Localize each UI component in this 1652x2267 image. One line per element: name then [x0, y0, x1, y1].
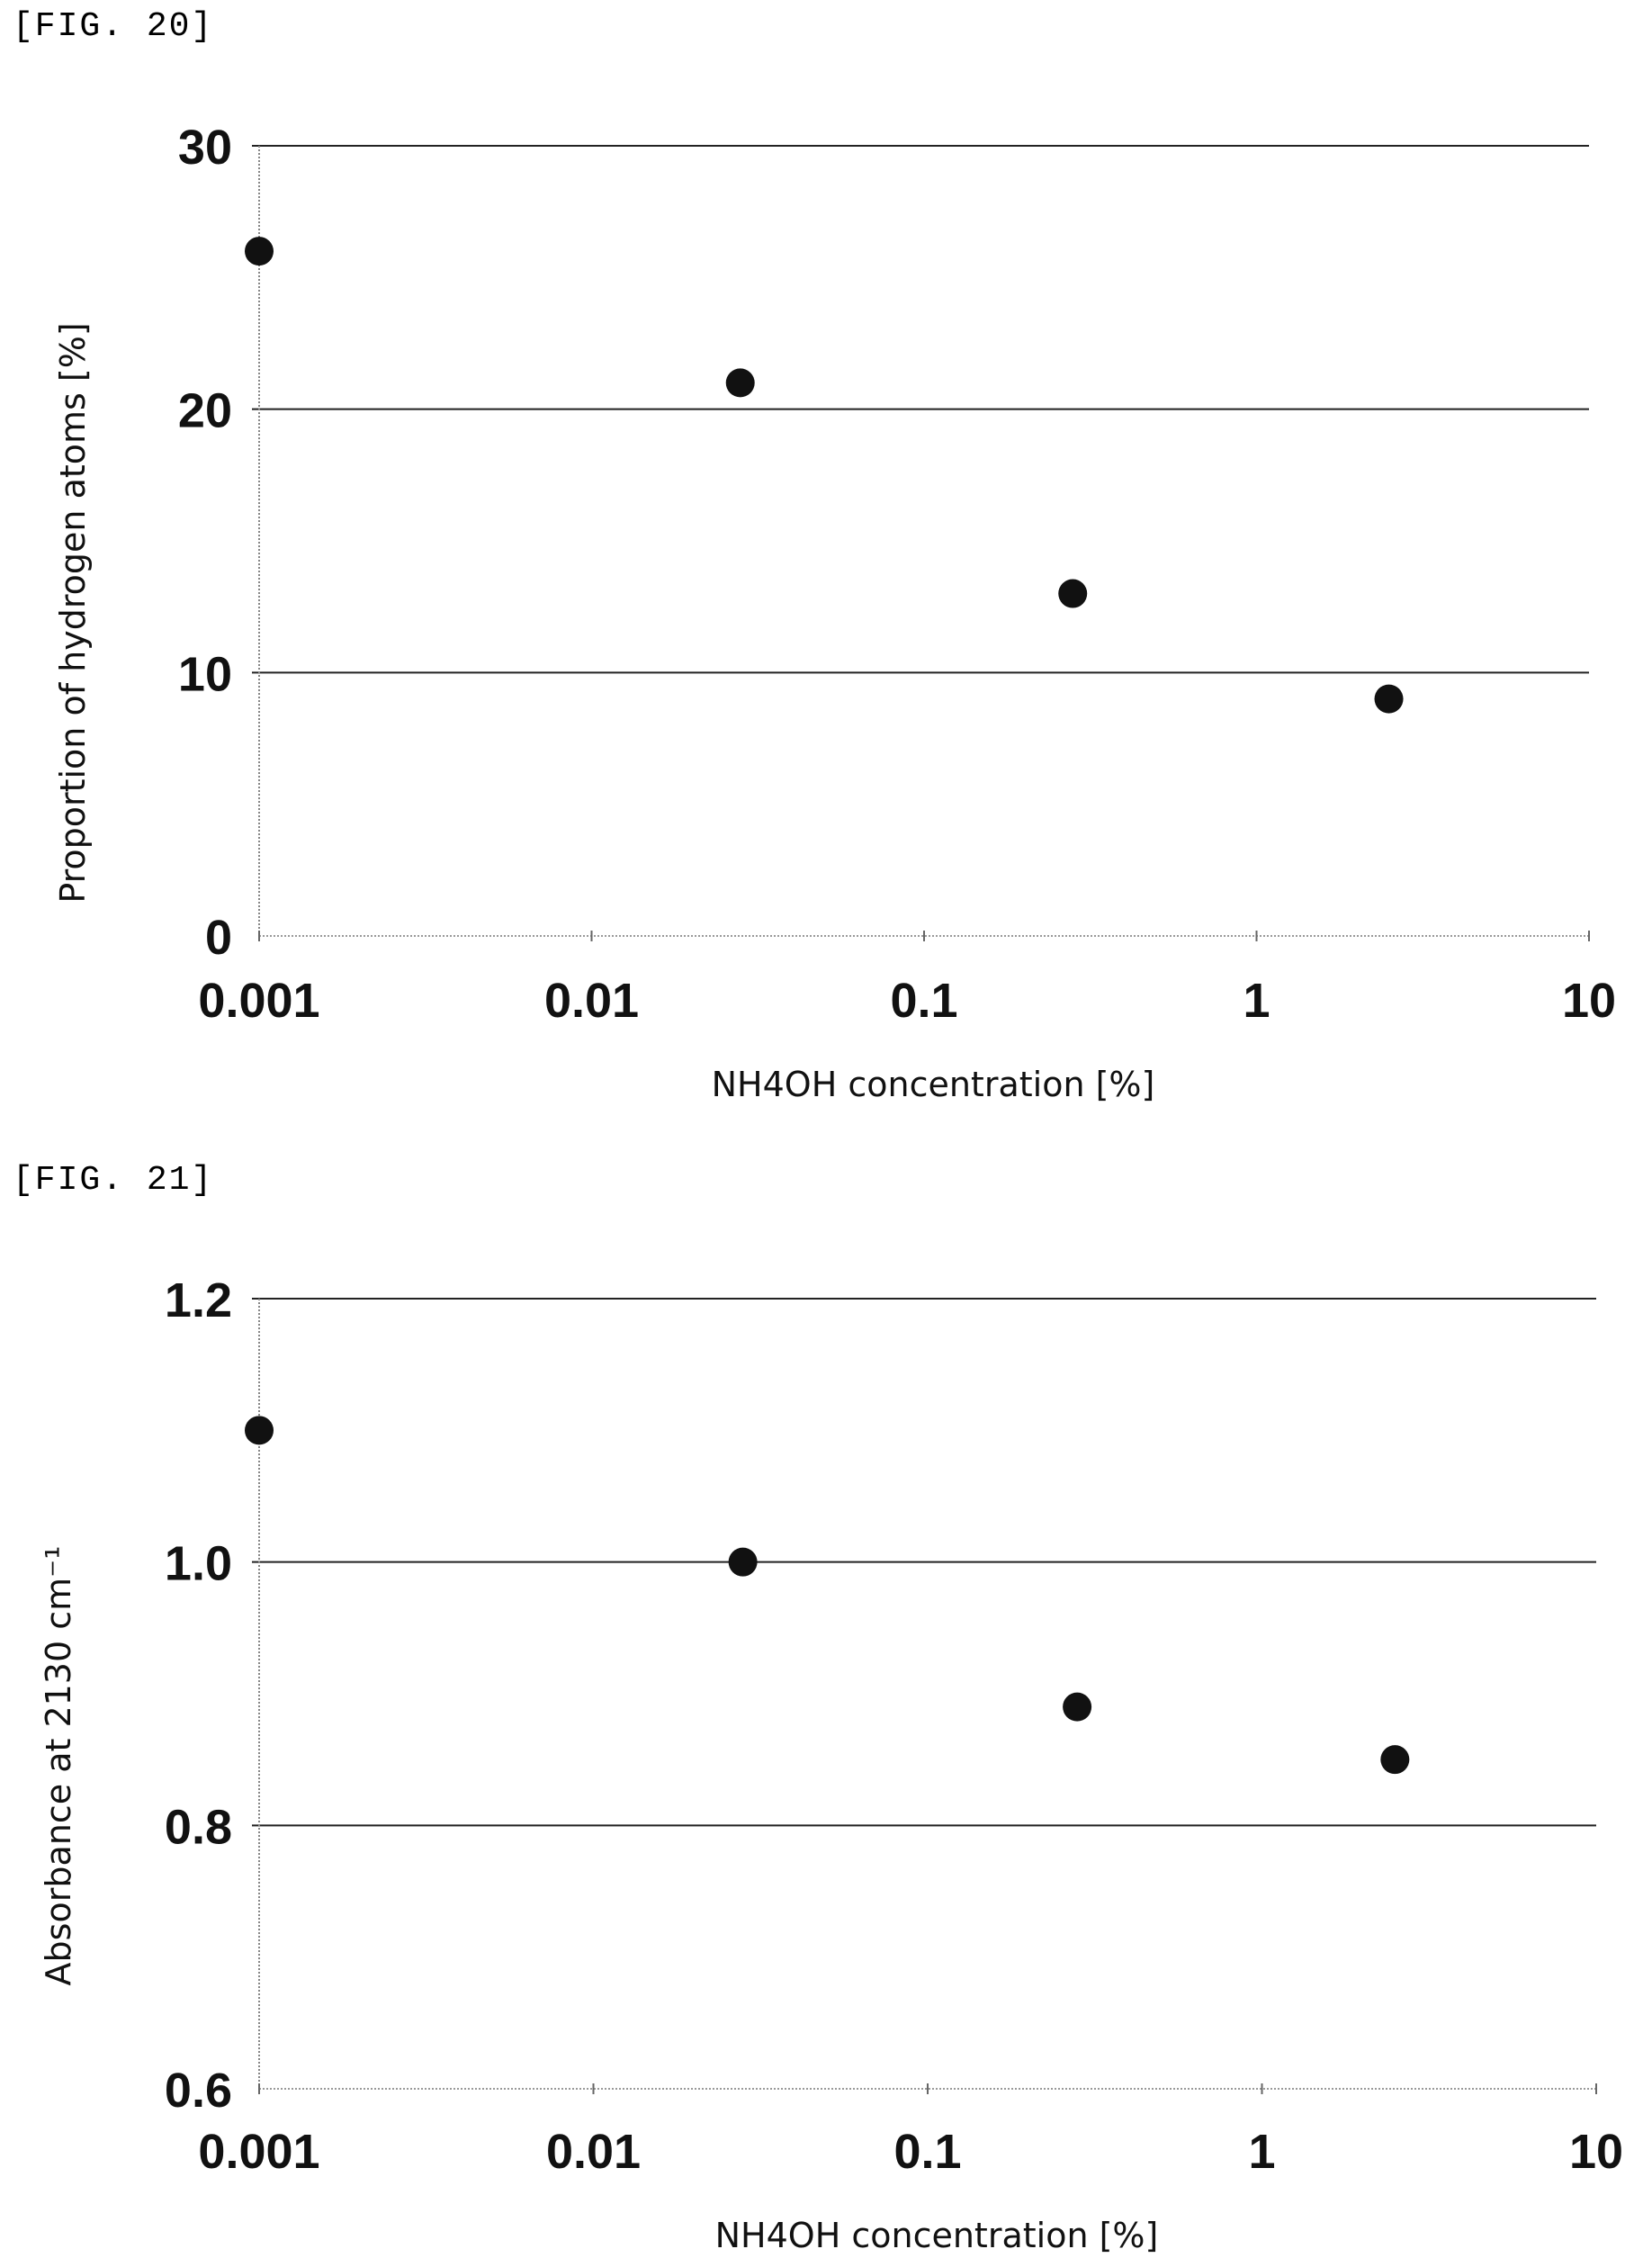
data-point — [1374, 684, 1404, 714]
x-tick-label: 0.01 — [544, 974, 639, 1028]
y-tick-label: 20 — [178, 384, 232, 438]
y-tick-label: 30 — [178, 121, 232, 175]
data-point — [1058, 579, 1088, 608]
y-tick-label: 0.6 — [165, 2064, 232, 2118]
x-tick-label: 0.1 — [890, 974, 957, 1028]
x-tick-label: 1 — [1248, 2125, 1275, 2179]
y-axis-title: Proportion of hydrogen atoms [%] — [53, 322, 93, 903]
y-tick-label: 10 — [178, 647, 232, 701]
x-tick-label: 0.1 — [893, 2125, 961, 2179]
x-tick-label: 1 — [1243, 974, 1270, 1028]
data-point — [1380, 1745, 1410, 1775]
figure-20-chart: 0 10 20 30 0.001 0.01 0.1 1 10 NH4OH concentratio… — [53, 121, 1616, 1104]
x-tick-label: 0.01 — [546, 2125, 641, 2179]
x-axis-title: NH4OH concentration [%] — [712, 1065, 1155, 1104]
data-point — [728, 1547, 758, 1577]
data-point — [725, 368, 755, 398]
y-tick-label: 0 — [205, 911, 232, 965]
figure-21-label: [FIG. 21] — [13, 1161, 214, 1200]
x-tick-label: 10 — [1562, 974, 1616, 1028]
x-tick-label: 0.001 — [198, 2125, 319, 2179]
figure-20-label: [FIG. 20] — [13, 7, 214, 46]
x-axis-title: NH4OH concentration [%] — [715, 2216, 1159, 2255]
y-tick-label: 1.2 — [165, 1273, 232, 1327]
data-point — [245, 237, 274, 266]
data-point — [1063, 1692, 1092, 1722]
x-tick-label: 10 — [1569, 2125, 1623, 2179]
y-tick-label: 1.0 — [165, 1537, 232, 1591]
y-axis-title: Absorbance at 2130 cm⁻¹ — [39, 1546, 78, 1986]
data-point — [245, 1416, 274, 1445]
x-tick-label: 0.001 — [198, 974, 319, 1028]
y-tick-label: 0.8 — [165, 1800, 232, 1854]
